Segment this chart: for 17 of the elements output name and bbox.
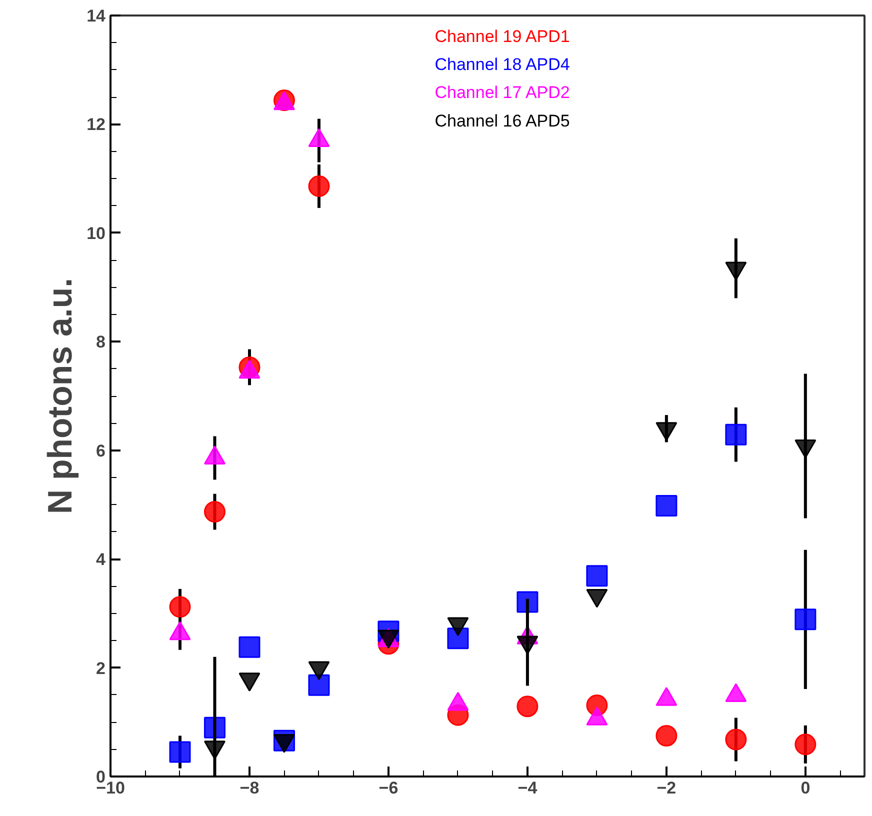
x-tick-label: −4 [518, 778, 538, 798]
text: Channel 17 APD2 [434, 83, 570, 102]
x-tick-label: −8 [240, 778, 260, 798]
y-tick-label: 4 [96, 550, 106, 570]
text: Channel 16 APD5 [434, 111, 570, 130]
text: Channel 18 APD4 [434, 55, 570, 74]
text: Channel 19 APD1 [434, 26, 570, 46]
y-tick-label: 2 [96, 658, 106, 678]
y-tick-label: 10 [86, 224, 106, 243]
x-tick-label: −6 [378, 778, 398, 798]
y-tick-label: 12 [86, 115, 106, 134]
x-tick-label: −2 [656, 778, 676, 798]
y-tick-label: 6 [96, 441, 106, 460]
y-tick-label: 14 [86, 6, 106, 26]
y-axis-title: N photons a.u. [42, 278, 80, 514]
y-tick-label: 8 [96, 332, 106, 352]
x-tick-label: 0 [800, 778, 810, 798]
